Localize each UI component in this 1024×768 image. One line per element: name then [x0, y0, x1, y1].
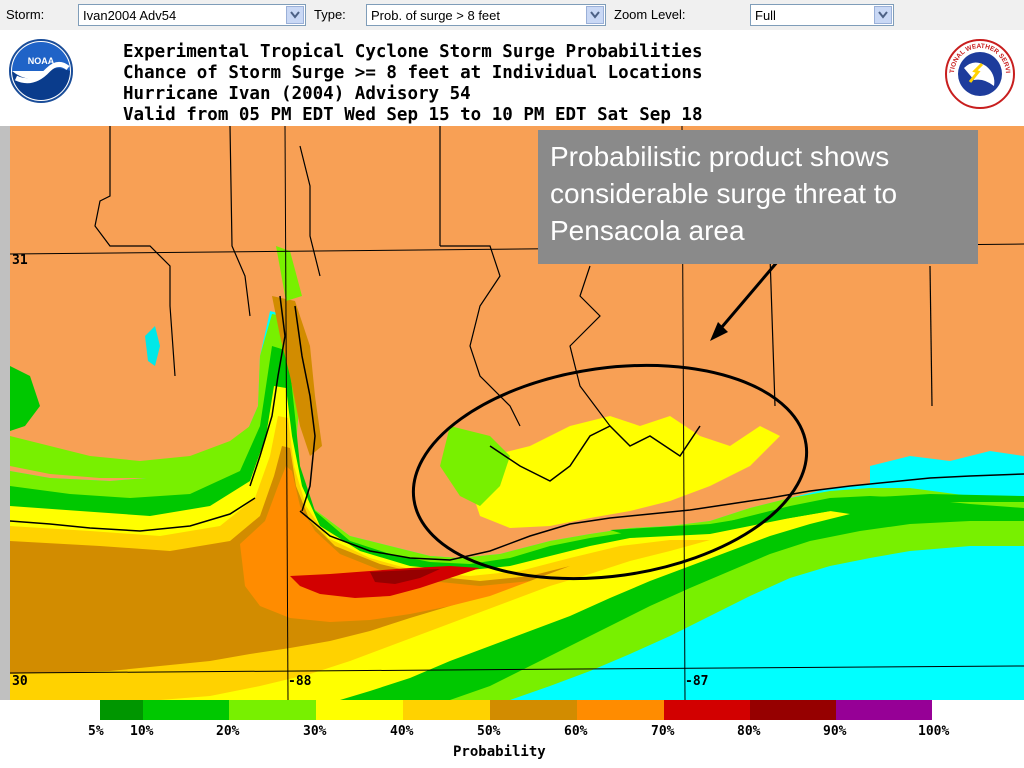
noaa-logo-text: NOAA [28, 56, 55, 66]
coastal-fringe [610, 494, 1024, 536]
legend-swatch-30-40 [316, 700, 403, 720]
legend-swatch-90-100 [836, 700, 932, 720]
zoom-label: Zoom Level: [614, 7, 686, 22]
product-header: NOAA Experimental Tropical Cyclone Storm… [0, 30, 1024, 126]
legend-tick: 80% [737, 724, 761, 739]
inland-lake [145, 326, 160, 366]
legend-swatch-50-60 [490, 700, 577, 720]
probability-legend: 5% 10% 20% 30% 40% 50% 60% 70% 80% 90% 1… [0, 700, 1024, 768]
legend-swatch-80-90 [750, 700, 836, 720]
legend-title: Probability [453, 744, 546, 760]
west-coast-fringe [10, 426, 250, 478]
toolbar: Storm: Ivan2004 Adv54 Type: Prob. of sur… [0, 0, 1024, 30]
legend-swatch-20-30 [229, 700, 316, 720]
type-label: Type: [314, 7, 346, 22]
annotation-callout: Probabilistic product shows considerable… [538, 130, 978, 264]
highlight-ellipse [411, 363, 809, 581]
callout-text: Probabilistic product shows considerable… [550, 141, 898, 246]
header-line-1: Experimental Tropical Cyclone Storm Surg… [123, 42, 703, 62]
chevron-down-icon[interactable] [586, 6, 604, 24]
legend-tick: 10% [130, 724, 154, 739]
legend-tick: 50% [477, 724, 501, 739]
legend-swatch-10-20 [143, 700, 229, 720]
type-select[interactable]: Prob. of surge > 8 feet [366, 4, 606, 26]
nws-logo: NATIONAL WEATHER SERVICE [942, 33, 1016, 115]
legend-tick: 70% [651, 724, 675, 739]
legend-tick: 90% [823, 724, 847, 739]
east-shore-zone [870, 451, 1024, 494]
type-select-value: Prob. of surge > 8 feet [371, 8, 500, 23]
storm-label: Storm: [6, 7, 45, 22]
left-frame [0, 126, 10, 700]
header-line-2: Chance of Storm Surge >= 8 feet at Indiv… [123, 63, 703, 83]
legend-tick: 5% [88, 724, 104, 739]
west-marsh [10, 366, 40, 431]
legend-swatch-70-80 [664, 700, 750, 720]
noaa-logo: NOAA [8, 38, 74, 109]
zoom-select-value: Full [755, 8, 776, 23]
longitude-label-87: -87 [685, 674, 709, 689]
legend-tick: 40% [390, 724, 414, 739]
band-90 [370, 569, 440, 584]
zoom-select[interactable]: Full [750, 4, 894, 26]
legend-tick: 60% [564, 724, 588, 739]
legend-swatch-5-10 [100, 700, 143, 720]
latitude-label-31: 31 [12, 253, 28, 268]
latitude-label-30: 30 [12, 674, 28, 689]
coastline [10, 295, 1024, 561]
storm-select[interactable]: Ivan2004 Adv54 [78, 4, 306, 26]
legend-tick: 100% [918, 724, 950, 739]
longitude-label-88: -88 [288, 674, 312, 689]
perdido-zone [440, 426, 510, 506]
header-line-3: Hurricane Ivan (2004) Advisory 54 [123, 84, 471, 104]
legend-swatch-60-70 [577, 700, 664, 720]
mobile-river-zone [276, 246, 302, 301]
state-borders [94, 126, 933, 427]
legend-tick: 20% [216, 724, 240, 739]
pensacola-bay-zone [470, 416, 780, 528]
callout-arrow [710, 260, 780, 341]
chevron-down-icon[interactable] [874, 6, 892, 24]
legend-tick: 30% [303, 724, 327, 739]
legend-swatch-40-50 [403, 700, 490, 720]
header-line-4: Valid from 05 PM EDT Wed Sep 15 to 10 PM… [123, 105, 703, 125]
chevron-down-icon[interactable] [286, 6, 304, 24]
storm-select-value: Ivan2004 Adv54 [83, 8, 177, 23]
